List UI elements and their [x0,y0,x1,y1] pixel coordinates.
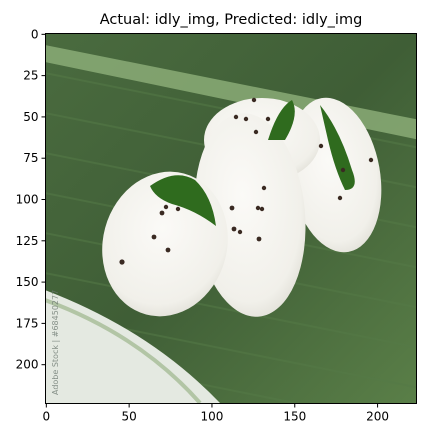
y-tick-label: 25 [23,69,38,83]
y-tick-label: 0 [31,27,39,41]
y-tick-label: 175 [16,316,39,330]
y-tick-label: 150 [16,275,39,289]
photo-image: Adobe Stock | #68450277 [45,33,417,404]
x-tick-label: 100 [201,410,224,424]
x-tick-label: 200 [366,410,389,424]
axes-frame [45,33,417,404]
y-axis: 0 25 50 75 100 125 150 175 200 [16,27,46,372]
curry-leaf-back [268,100,295,140]
y-tick-label: 100 [16,193,39,207]
y-tick-label: 50 [23,110,38,124]
curry-leaf-left [150,175,216,226]
watermark: Adobe Stock | #68450277 [51,290,60,395]
x-tick-label: 0 [43,410,51,424]
y-tick-label: 125 [16,234,39,248]
y-tick-label: 200 [16,358,39,372]
x-tick-label: 50 [122,410,137,424]
mustard-seeds [119,97,374,265]
y-tick-label: 75 [23,151,38,165]
plot-title: Actual: idly_img, Predicted: idly_img [100,12,363,28]
curry-leaf-right [320,105,355,190]
x-axis: 0 50 100 150 200 [43,403,389,424]
x-tick-label: 150 [283,410,306,424]
